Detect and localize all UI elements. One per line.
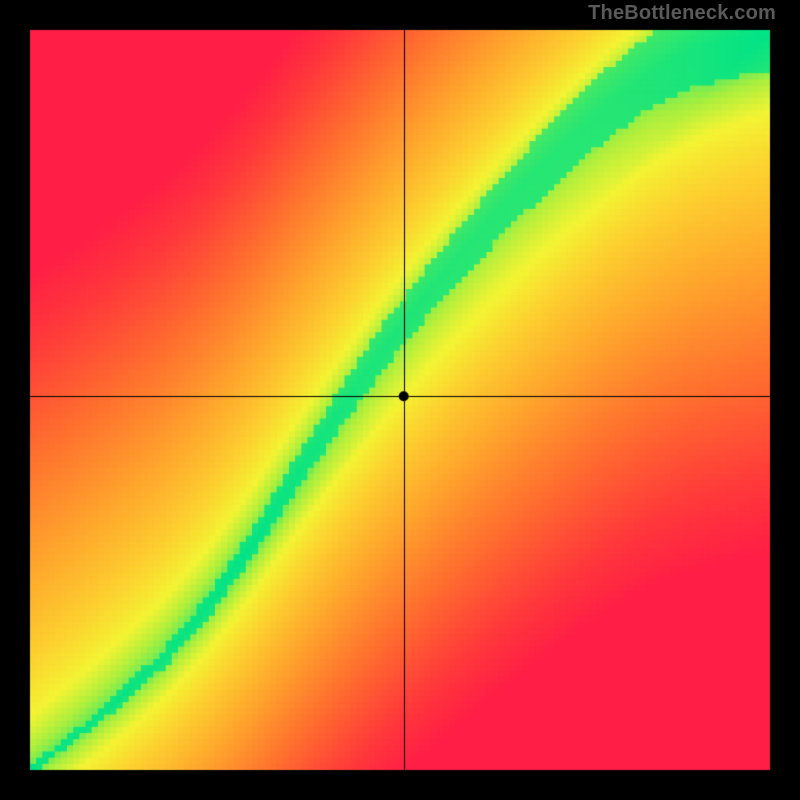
watermark-text: TheBottleneck.com bbox=[588, 2, 776, 25]
heatmap-canvas bbox=[0, 0, 800, 800]
chart-container: TheBottleneck.com bbox=[0, 0, 800, 800]
